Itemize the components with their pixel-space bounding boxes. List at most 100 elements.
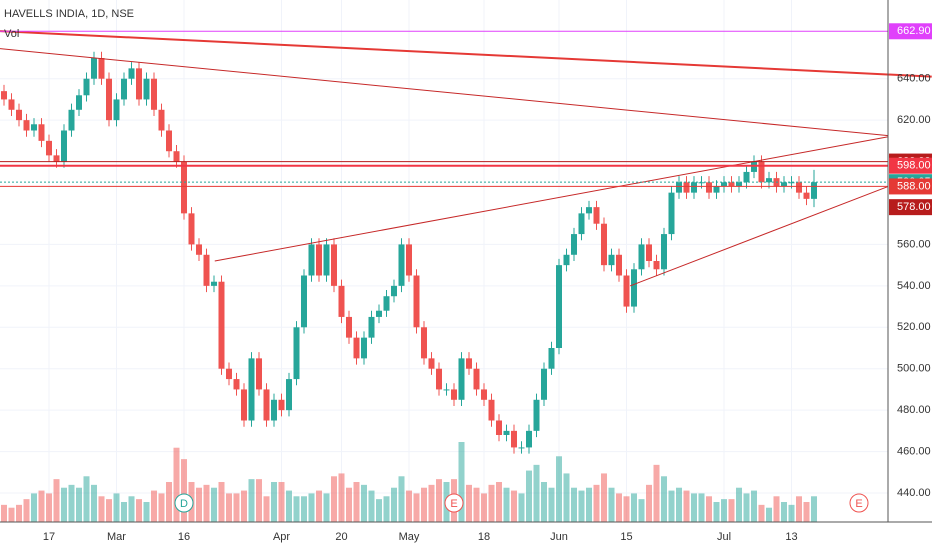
volume-bar — [496, 482, 502, 522]
volume-bar — [676, 487, 682, 522]
price-label: 578.00 — [897, 201, 931, 213]
candle-body — [128, 68, 135, 79]
volume-bar — [293, 496, 300, 522]
volume-bar — [151, 490, 157, 522]
volume-bar — [113, 493, 120, 522]
candle-body — [803, 192, 810, 199]
candle-body — [98, 58, 105, 79]
price-label-box — [889, 178, 932, 195]
candle-body — [466, 358, 472, 369]
volume-bar — [773, 496, 780, 522]
volume-bar — [278, 482, 285, 522]
candle-body — [233, 379, 240, 390]
volume-bar — [218, 482, 225, 522]
y-tick-label: 520.00 — [897, 321, 931, 333]
volume-bar — [256, 479, 262, 522]
price-label-box — [889, 157, 932, 174]
candle-body — [23, 120, 30, 131]
y-tick-label: 440.00 — [897, 487, 931, 499]
candle-body — [601, 223, 607, 266]
candle-body — [338, 285, 345, 317]
volume-bar — [571, 487, 577, 522]
volume-bar — [721, 499, 727, 522]
volume-bar — [91, 484, 97, 522]
volume-bar — [23, 499, 30, 522]
volume-bar — [413, 493, 420, 522]
candle-body — [788, 182, 795, 184]
candle-body — [368, 316, 375, 338]
volume-bar — [323, 493, 330, 522]
candle-body — [83, 78, 90, 96]
candle-body — [181, 161, 187, 214]
volume-bar — [556, 456, 562, 522]
candle-body — [623, 275, 630, 307]
volume-bar — [46, 493, 52, 522]
candle-body — [1, 91, 7, 100]
candle-body — [308, 244, 315, 276]
volume-bar — [706, 496, 712, 522]
candle-body — [533, 399, 540, 431]
volume-bar — [226, 493, 232, 522]
candle-body — [286, 379, 292, 411]
volume-bar — [488, 484, 495, 522]
candle-body — [331, 244, 337, 286]
candle-body — [736, 182, 742, 187]
candle-body — [151, 78, 157, 110]
candle-body — [526, 430, 532, 448]
volume-bar — [38, 490, 45, 522]
volume-bar — [406, 490, 412, 522]
volume-bar — [68, 484, 75, 522]
candle-body — [683, 182, 690, 193]
volume-bar — [541, 482, 547, 522]
price-label-box — [889, 23, 932, 40]
volume-bar — [563, 473, 570, 522]
volume-bar — [136, 499, 142, 522]
volume-bar — [578, 490, 585, 522]
candle-body — [38, 124, 45, 141]
x-tick-label: 15 — [620, 531, 632, 543]
candle-body — [316, 244, 322, 276]
candle-body — [548, 348, 555, 369]
volume-bar — [383, 496, 390, 522]
volume-bar — [518, 493, 525, 522]
volume-bar — [361, 484, 367, 522]
volume-bar — [143, 502, 150, 522]
candle-body — [53, 155, 60, 162]
y-tick-label: 500.00 — [897, 363, 931, 375]
volume-bar — [601, 473, 607, 522]
volume-bar — [121, 502, 127, 522]
trend-line — [0, 30, 932, 78]
x-tick-label: May — [399, 531, 420, 543]
volume-bar — [263, 496, 270, 522]
volume-bar — [586, 487, 592, 522]
candle-body — [616, 254, 622, 276]
trend-line — [630, 185, 889, 287]
volume-bar — [638, 499, 645, 522]
volume-bar — [421, 487, 427, 522]
volume-bar — [473, 487, 480, 522]
candle-body — [361, 337, 367, 359]
event-label: E — [855, 498, 862, 510]
volume-bar — [616, 493, 622, 522]
candle-body — [751, 161, 757, 172]
volume-bar — [781, 502, 787, 522]
volume-bar — [8, 507, 15, 522]
volume-bar — [796, 496, 802, 522]
candle-body — [721, 182, 727, 187]
volume-bar — [758, 504, 765, 522]
trend-line — [0, 48, 889, 137]
candle-body — [376, 310, 382, 317]
volume-bar — [428, 484, 435, 522]
volume-bar — [376, 499, 382, 522]
volume-bar — [458, 442, 465, 522]
volume-bar — [481, 493, 487, 522]
candle-body — [143, 78, 150, 100]
candle-body — [511, 430, 517, 448]
candle-body — [518, 447, 525, 449]
event-marker — [444, 493, 464, 513]
volume-label: Vol — [4, 28, 19, 40]
y-tick-label: 560.00 — [897, 238, 931, 250]
y-tick-label: 640.00 — [897, 73, 931, 85]
volume-bar — [158, 493, 165, 522]
candle-body — [811, 182, 817, 199]
